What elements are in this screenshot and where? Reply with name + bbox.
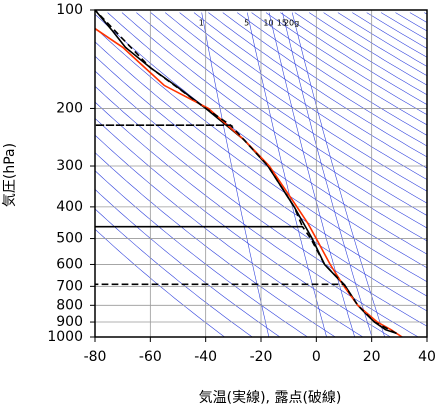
y-tick-label: 700 [56, 278, 83, 294]
mixing-ratio-label: 10 [263, 19, 273, 28]
dry-adiabat [0, 13, 308, 337]
dry-adiabat [309, 13, 436, 337]
dry-adiabat [381, 13, 436, 337]
x-tick-label: 40 [418, 349, 436, 365]
dry-adiabat [194, 13, 436, 337]
dry-adiabat [424, 13, 436, 337]
y-tick-label: 400 [56, 199, 83, 215]
dry-adiabat [180, 13, 436, 337]
dry-adiabat [136, 13, 436, 337]
y-axis-label: 気圧(hPa) [2, 143, 18, 207]
plot-marks [95, 10, 402, 337]
dry-adiabat [64, 13, 436, 337]
dry-adiabat [338, 13, 436, 337]
dry-adiabat [0, 13, 335, 337]
dry-adiabat [367, 13, 436, 337]
dry-adiabat [0, 13, 363, 337]
x-tick-label: 20 [363, 349, 381, 365]
dry-adiabat [79, 13, 436, 337]
y-tick-label: 800 [56, 297, 83, 313]
temperature-line [95, 29, 402, 337]
x-tick-label: -20 [250, 349, 273, 365]
y-tick-label: 100 [56, 2, 83, 18]
y-tick-label: 900 [56, 314, 83, 330]
mixing-ratio-label: 20g [284, 19, 299, 28]
mixing-ratio-label: 1 [199, 19, 204, 28]
y-tick-label: 600 [56, 256, 83, 272]
y-tick-label: 500 [56, 231, 83, 247]
x-tick-label: -80 [84, 349, 107, 365]
dry-adiabat [151, 13, 436, 337]
y-tick-label: 300 [56, 158, 83, 174]
mixing-ratio-line [269, 13, 355, 337]
mixing-ratio-label: 5 [244, 19, 249, 28]
dry-adiabat [352, 13, 436, 337]
dry-adiabat [223, 13, 436, 337]
x-tick-label: -40 [194, 349, 217, 365]
dry-adiabat [280, 13, 436, 337]
y-tick-label: 1000 [47, 329, 83, 345]
dry-adiabat [237, 13, 436, 337]
dry-adiabat [0, 13, 225, 337]
dry-adiabat [21, 13, 436, 337]
dry-adiabat [0, 13, 252, 337]
y-tick-label: 200 [56, 100, 83, 116]
x-tick-label: -60 [139, 349, 162, 365]
x-tick-label: 0 [312, 349, 321, 365]
x-axis-label: 気温(実線), 露点(破線) [199, 390, 342, 406]
